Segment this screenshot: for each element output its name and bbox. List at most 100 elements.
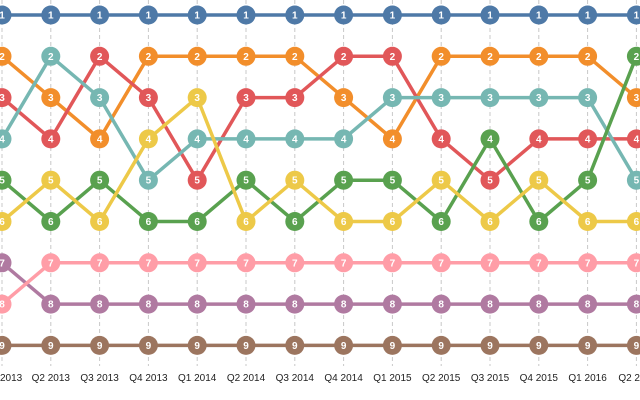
x-tick-label: Q3 2013	[80, 373, 119, 384]
rank-point: 4	[480, 129, 500, 149]
rank-point: 8	[480, 294, 500, 314]
rank-point: 4	[382, 129, 402, 149]
rank-point: 6	[529, 212, 549, 231]
rank-point-marker	[138, 5, 158, 25]
rank-point: 6	[236, 212, 256, 231]
rank-point: 6	[578, 212, 598, 231]
rank-point-label: 1	[194, 11, 200, 22]
x-tick-label: Q2 2015	[422, 373, 461, 384]
rank-point: 1	[334, 5, 354, 25]
rank-point-label: 3	[243, 93, 249, 104]
rank-point: 1	[0, 5, 12, 25]
rank-point: 6	[138, 212, 158, 231]
rank-point-label: 6	[0, 217, 5, 228]
rank-point-marker	[626, 253, 640, 273]
rank-point-label: 9	[48, 341, 54, 352]
rank-point: 2	[285, 46, 305, 66]
rank-point: 8	[90, 294, 110, 314]
rank-point-label: 6	[48, 217, 54, 228]
rank-point: 3	[285, 88, 305, 108]
rank-point: 5	[626, 170, 640, 190]
rank-point-marker	[0, 212, 12, 231]
rank-point: 5	[0, 170, 12, 190]
rank-point-label: 9	[97, 341, 103, 352]
rank-point: 4	[0, 129, 12, 149]
rank-point: 6	[480, 212, 500, 231]
rank-point-label: 2	[487, 52, 493, 63]
rank-point: 1	[236, 5, 256, 25]
rank-point-marker	[334, 335, 354, 355]
rank-point-label: 8	[634, 300, 640, 311]
rank-point: 3	[90, 88, 110, 108]
rank-point-label: 1	[292, 11, 298, 22]
rank-point: 4	[578, 129, 598, 149]
rank-point-marker	[480, 294, 500, 314]
rank-point: 5	[187, 170, 207, 190]
rank-point-label: 8	[487, 300, 493, 311]
rank-point-marker	[90, 88, 110, 108]
rank-point-label: 2	[243, 52, 249, 63]
rank-point: 9	[187, 335, 207, 355]
rank-point: 3	[529, 88, 549, 108]
rank-point-label: 7	[585, 258, 591, 269]
rank-point-marker	[187, 5, 207, 25]
rank-point: 6	[626, 212, 640, 231]
rank-point-marker	[578, 88, 598, 108]
rank-point: 3	[382, 88, 402, 108]
rank-point-label: 5	[194, 176, 200, 187]
rank-markers: 1 1 1 1 1 1 1 1 1 1 1 1 1 1 2 3 4 2 2 2 2 3 4 2 2 2 2 3 3 4 2 3 5 3 3 2 2 4 5 4…	[0, 5, 640, 355]
rank-point-label: 1	[97, 11, 103, 22]
rank-point: 2	[529, 46, 549, 66]
rank-point-marker	[0, 170, 12, 190]
rank-point-marker	[382, 294, 402, 314]
rank-point-marker	[285, 129, 305, 149]
rank-point: 5	[285, 170, 305, 190]
rank-point-label: 9	[487, 341, 493, 352]
rank-point-label: 1	[634, 11, 640, 22]
rank-point: 3	[138, 88, 158, 108]
rank-point: 4	[187, 129, 207, 149]
rank-point-marker	[334, 5, 354, 25]
rank-point-label: 1	[585, 11, 591, 22]
rank-point-marker	[431, 335, 451, 355]
rank-point-label: 3	[536, 93, 542, 104]
rank-point: 4	[626, 129, 640, 149]
rank-point-marker	[138, 129, 158, 149]
rank-point-marker	[90, 46, 110, 66]
rank-point-marker	[480, 212, 500, 231]
rank-point-marker	[578, 5, 598, 25]
rank-point-marker	[41, 253, 61, 273]
rank-point-label: 8	[585, 300, 591, 311]
rank-point-marker	[578, 170, 598, 190]
rank-point-marker	[480, 253, 500, 273]
rank-point-marker	[480, 129, 500, 149]
rank-point-marker	[90, 5, 110, 25]
rank-point: 9	[480, 335, 500, 355]
rank-point-marker	[285, 5, 305, 25]
rank-point-marker	[90, 335, 110, 355]
rank-point: 9	[0, 335, 12, 355]
rank-point: 6	[41, 212, 61, 231]
x-axis: 2013 Q2 2013 Q3 2013 Q4 2013 Q1 2014 Q2 2014 Q…	[0, 373, 640, 384]
rank-point-label: 6	[634, 217, 640, 228]
rank-point-marker	[529, 88, 549, 108]
rank-point-marker	[382, 253, 402, 273]
rank-point-label: 9	[146, 341, 152, 352]
rank-point-marker	[187, 212, 207, 231]
rank-point: 9	[578, 335, 598, 355]
rank-point-label: 5	[0, 176, 5, 187]
rank-point-marker	[285, 253, 305, 273]
rank-point-label: 2	[97, 52, 103, 63]
rank-point: 8	[138, 294, 158, 314]
rank-point: 6	[90, 212, 110, 231]
rank-point-marker	[285, 88, 305, 108]
rank-point-label: 8	[0, 300, 5, 311]
rank-point: 4	[138, 129, 158, 149]
rank-point-label: 2	[0, 52, 5, 63]
rank-point-label: 9	[634, 341, 640, 352]
rank-point-label: 1	[146, 11, 152, 22]
rank-point: 7	[138, 253, 158, 273]
rank-point-marker	[285, 212, 305, 231]
rank-point-label: 6	[194, 217, 200, 228]
